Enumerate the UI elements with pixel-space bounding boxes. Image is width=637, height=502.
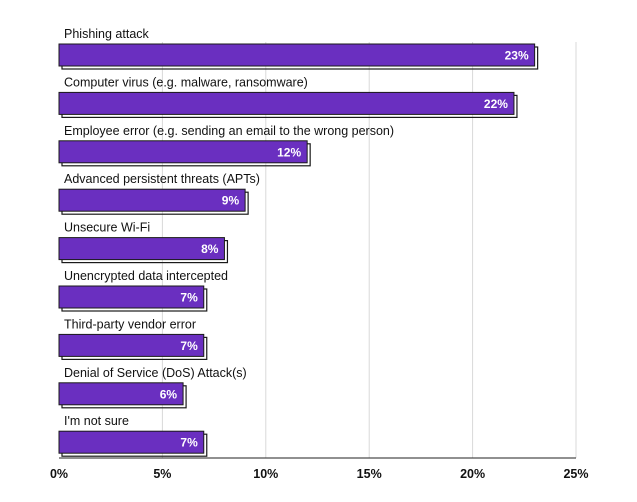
x-tick-label: 0% (50, 467, 68, 481)
bar (58, 43, 536, 67)
data-label: 7% (180, 291, 198, 305)
category-label: Advanced persistent threats (APTs) (64, 172, 260, 186)
x-axis: 0% 5% 10% 15% 20% 25% (50, 457, 589, 481)
category-label: Computer virus (e.g. malware, ransomware… (64, 75, 308, 89)
data-label: 12% (277, 145, 301, 159)
x-tick-label: 10% (253, 467, 278, 481)
bar (58, 237, 225, 261)
data-label: 6% (160, 387, 178, 401)
data-label: 7% (180, 436, 198, 450)
data-label: 8% (201, 242, 219, 256)
category-label: Denial of Service (DoS) Attack(s) (64, 366, 247, 380)
bar (58, 285, 205, 309)
x-tick-label: 25% (563, 467, 588, 481)
bar (58, 382, 184, 406)
category-label: Unsecure Wi-Fi (64, 221, 150, 235)
bar (58, 188, 246, 212)
x-tick-label: 20% (460, 467, 485, 481)
category-label: I'm not sure (64, 414, 129, 428)
data-label: 9% (222, 194, 240, 208)
bar (58, 430, 205, 454)
category-label: Employee error (e.g. sending an email to… (64, 124, 394, 138)
data-label: 23% (505, 49, 529, 63)
bars: Phishing attack 23% Computer virus (e.g. m… (58, 27, 539, 457)
x-tick-label: 15% (357, 467, 382, 481)
category-label: Phishing attack (64, 27, 150, 41)
category-label: Third-party vendor error (64, 317, 196, 331)
bar (58, 333, 205, 357)
category-label: Unencrypted data intercepted (64, 269, 228, 283)
bar (58, 91, 515, 115)
bar (58, 140, 308, 164)
x-tick-label: 5% (153, 467, 171, 481)
data-label: 22% (484, 97, 508, 111)
data-label: 7% (180, 339, 198, 353)
